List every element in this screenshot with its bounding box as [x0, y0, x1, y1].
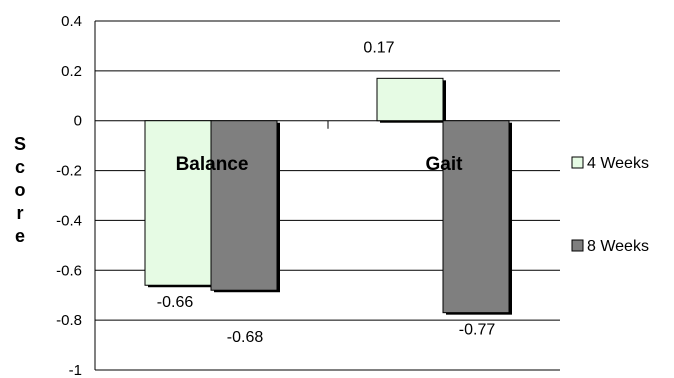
y-tick-label: 0.4 — [61, 13, 82, 30]
category-labels: Balance Gait — [176, 154, 464, 175]
bar — [376, 77, 444, 122]
legend-label: 8 Weeks — [587, 238, 649, 255]
bar — [442, 120, 510, 314]
bar — [144, 120, 212, 286]
data-label: -0.77 — [459, 322, 496, 339]
y-tick-label: 0.2 — [61, 63, 82, 80]
y-axis-tick-labels: 0.4 0.2 0 -0.2 -0.4 -0.6 -0.8 -1 — [56, 13, 82, 378]
y-tick-label: -1 — [69, 362, 82, 378]
bar — [210, 120, 278, 291]
legend-label: 4 Weeks — [587, 155, 649, 172]
data-label: -0.68 — [227, 329, 264, 346]
legend: 4 Weeks 8 Weeks — [571, 155, 649, 255]
category-label: Gait — [426, 154, 464, 175]
y-tick-label: -0.2 — [56, 163, 82, 180]
data-labels: -0.66 0.17 -0.68 -0.77 — [157, 39, 496, 346]
legend-swatch — [571, 156, 584, 169]
data-label: -0.66 — [157, 294, 194, 311]
bars — [144, 77, 512, 315]
category-label: Balance — [176, 154, 249, 175]
y-tick-label: -0.8 — [56, 312, 82, 329]
y-tick-label: 0 — [74, 113, 82, 130]
legend-swatch — [571, 239, 584, 252]
data-label: 0.17 — [363, 39, 394, 56]
y-tick-label: -0.6 — [56, 262, 82, 279]
y-tick-label: -0.4 — [56, 212, 82, 229]
